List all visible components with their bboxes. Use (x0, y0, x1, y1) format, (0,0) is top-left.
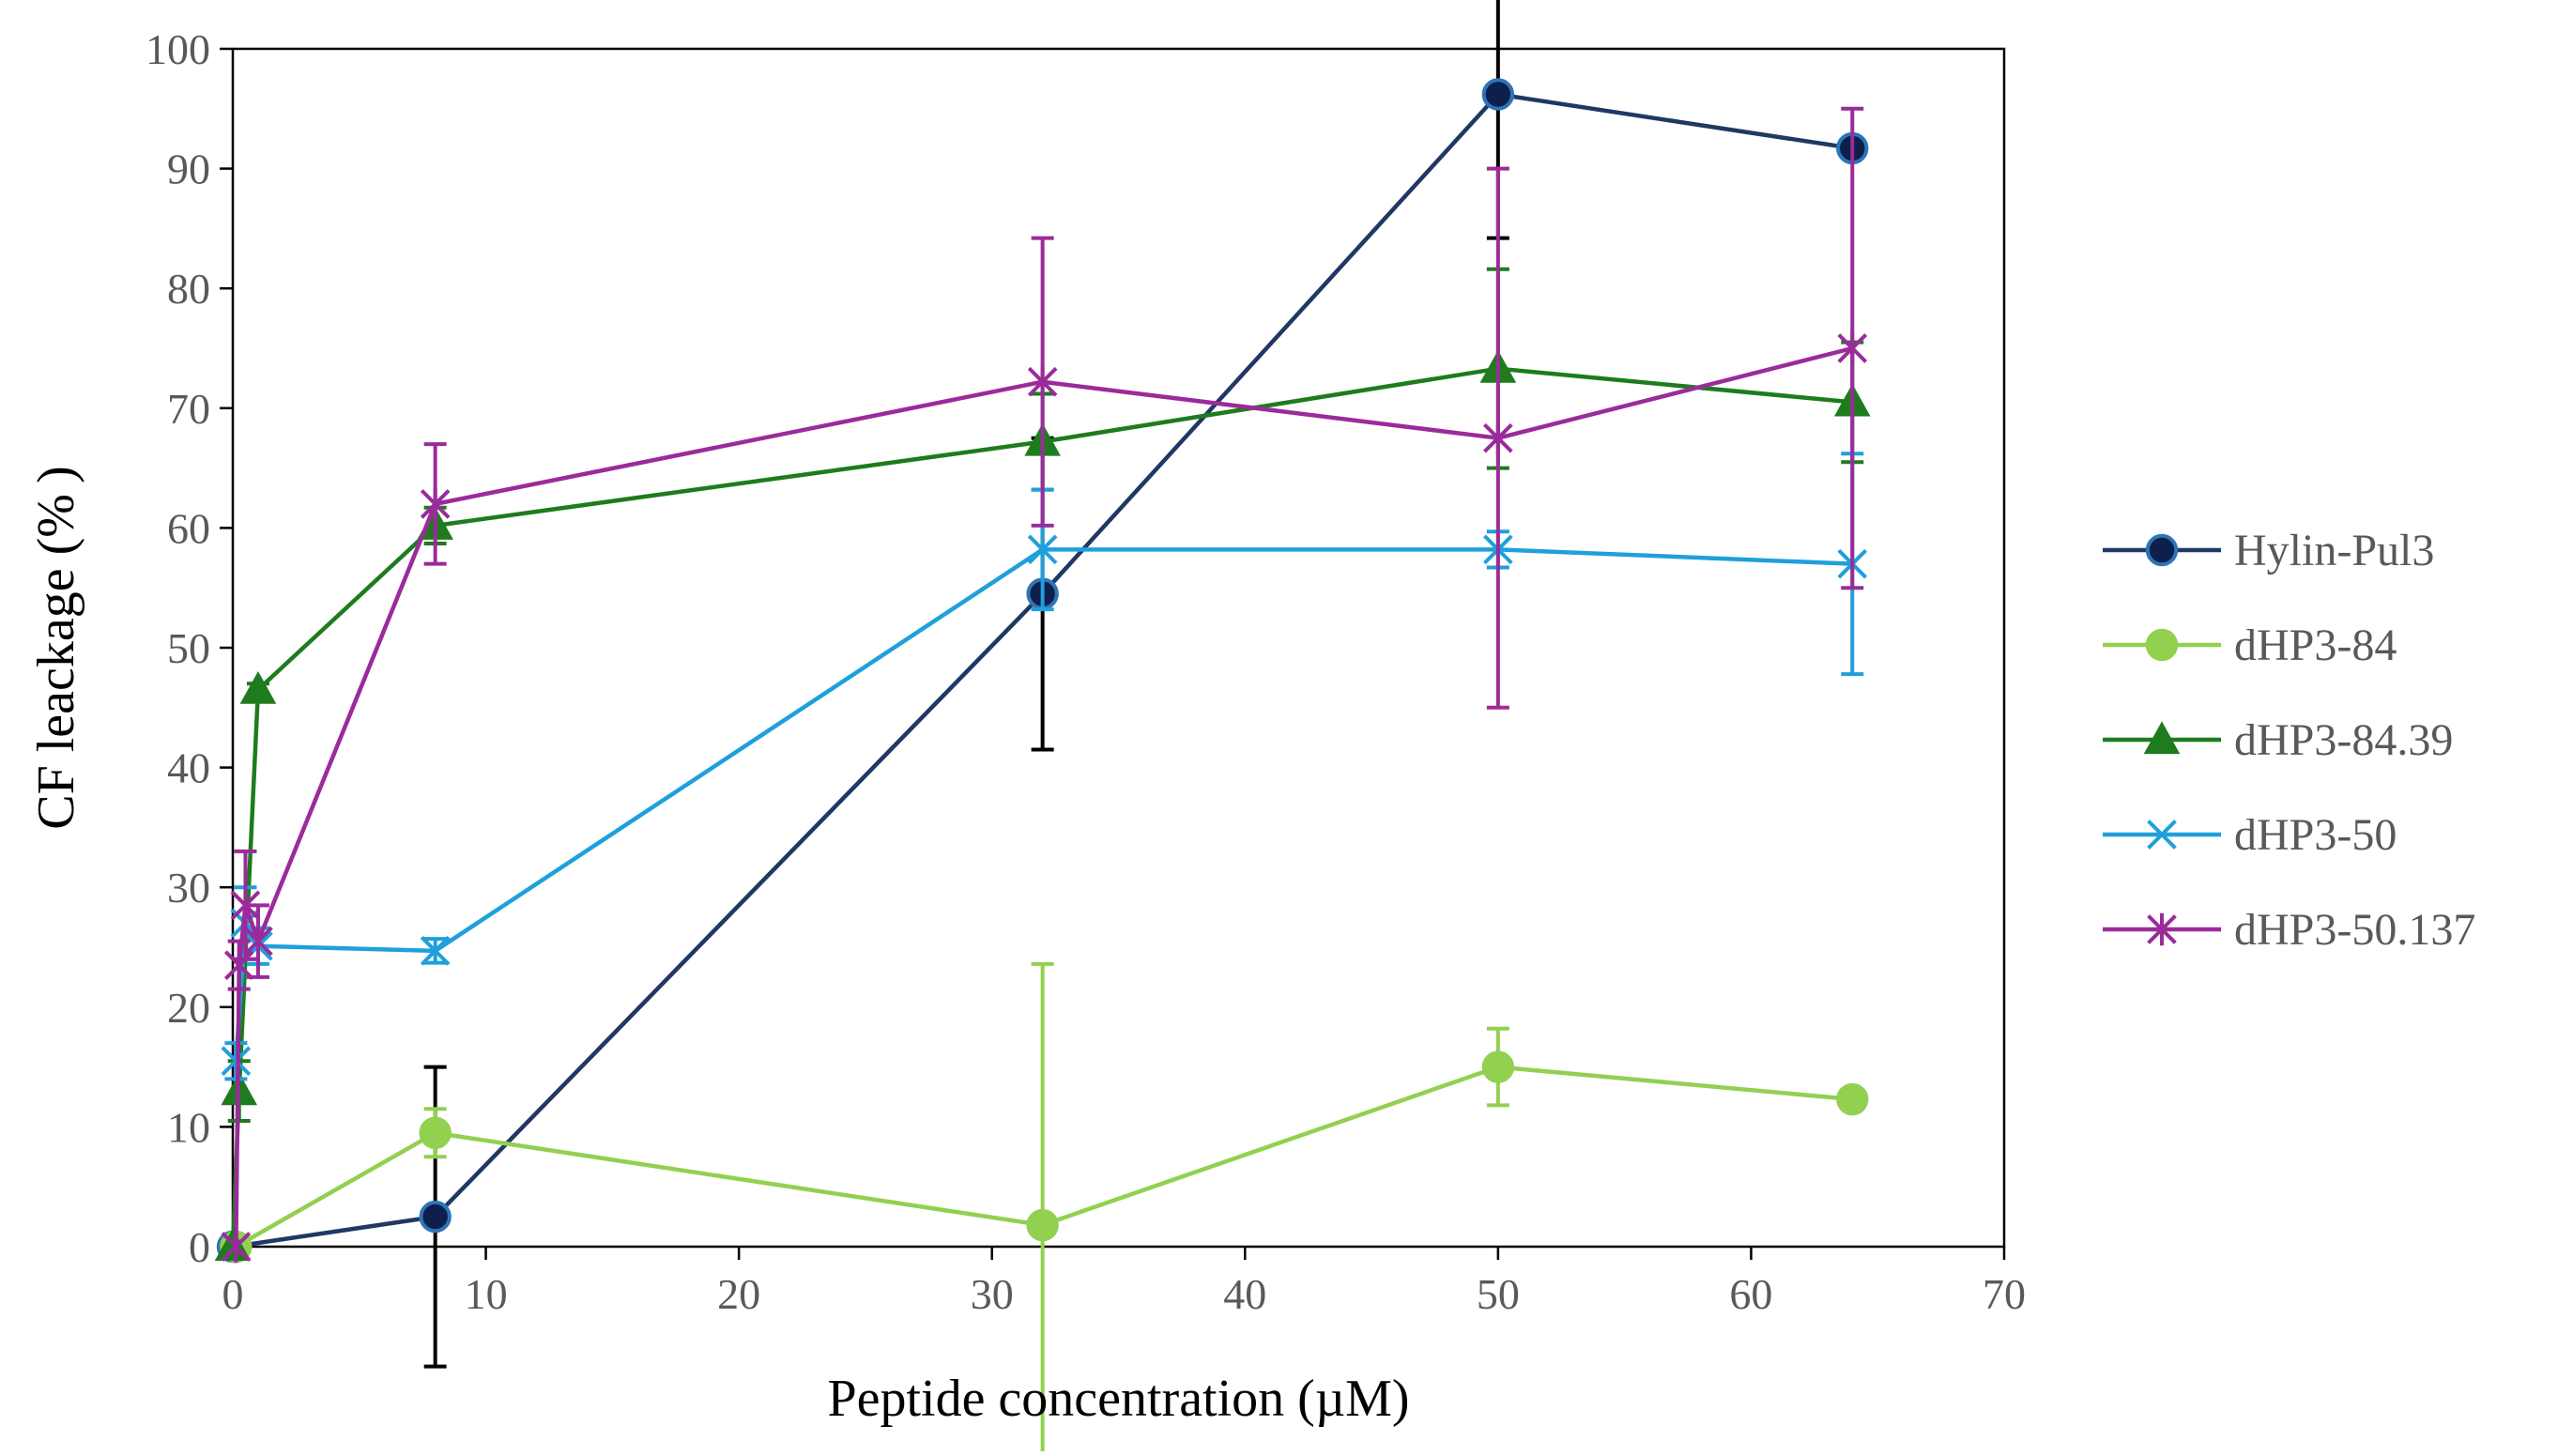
y-tick-label: 100 (146, 25, 210, 73)
legend-item: dHP3-50.137 (2103, 905, 2475, 955)
legend: Hylin-Pul3 dHP3-84 dHP3-84.39 dHP3-50 dHP3-5… (2103, 526, 2475, 955)
series-marker (1027, 534, 1058, 565)
series-marker (1483, 421, 1513, 454)
series-marker (1836, 1082, 1869, 1116)
series-marker (2143, 721, 2181, 755)
series-marker (420, 487, 451, 521)
series-marker (1837, 331, 1868, 365)
y-tick-label: 30 (167, 864, 210, 912)
series-marker (230, 889, 261, 922)
axes: 0 10 20 30 40 50 60 70 80 90 100 0 10 20 30 40 50 60 70 (146, 25, 2026, 1318)
series-marker (420, 936, 451, 966)
legend-label: Hylin-Pul3 (2234, 526, 2434, 575)
y-axis-title: CF leackage (% ) (27, 466, 85, 830)
series-marker (221, 1230, 252, 1264)
series-marker (2145, 533, 2179, 567)
series-marker (419, 1200, 452, 1234)
y-tick-label: 0 (189, 1223, 210, 1271)
series-dhp3-84 (220, 961, 1869, 1456)
series-marker (223, 948, 254, 982)
y-tick-label: 20 (167, 984, 210, 1032)
plot-frame (231, 47, 2006, 1249)
series-marker (239, 671, 277, 704)
y-tick-label: 70 (167, 385, 210, 433)
series-marker (1026, 1208, 1059, 1242)
x-tick-label: 60 (1729, 1270, 1772, 1318)
x-tick-label: 0 (222, 1270, 244, 1318)
legend-item: Hylin-Pul3 (2103, 526, 2434, 575)
series-marker (2147, 912, 2177, 946)
series-marker (2147, 820, 2177, 850)
series-dhp3-50-137 (221, 106, 1868, 1264)
series-layer (214, 0, 1871, 1456)
y-tick-label: 90 (167, 146, 210, 193)
x-tick-label: 70 (1983, 1270, 2026, 1318)
legend-label: dHP3-84.39 (2234, 715, 2453, 765)
series-marker (1481, 78, 1515, 111)
y-tick-label: 40 (167, 744, 210, 792)
legend-label: dHP3-50.137 (2234, 905, 2475, 955)
series-marker (419, 1116, 452, 1149)
legend-item: dHP3-50 (2103, 810, 2397, 860)
x-tick-label: 20 (717, 1270, 760, 1318)
series-marker (1027, 365, 1058, 399)
series-marker (243, 925, 273, 958)
y-tick-label: 10 (167, 1103, 210, 1151)
y-tick-label: 80 (167, 265, 210, 313)
x-tick-label: 30 (971, 1270, 1014, 1318)
y-tick-label: 50 (167, 624, 210, 672)
legend-item: dHP3-84 (2103, 621, 2397, 670)
x-tick-label: 50 (1477, 1270, 1520, 1318)
x-tick-label: 10 (465, 1270, 508, 1318)
legend-label: dHP3-50 (2234, 810, 2397, 860)
series-marker (2145, 628, 2179, 662)
x-axis-title: Peptide concentration (µM) (827, 1370, 1409, 1428)
series-marker (1481, 1050, 1515, 1083)
legend-item: dHP3-84.39 (2103, 715, 2453, 765)
legend-label: dHP3-84 (2234, 621, 2397, 670)
y-tick-label: 60 (167, 504, 210, 552)
x-tick-label: 40 (1223, 1270, 1266, 1318)
